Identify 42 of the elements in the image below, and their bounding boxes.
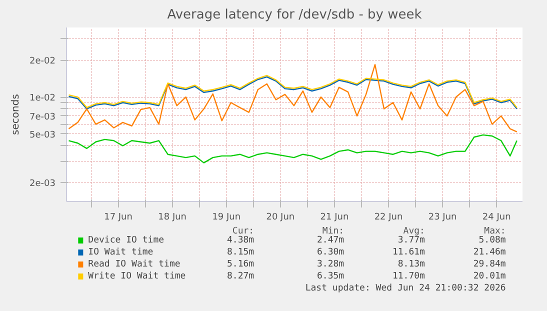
- chart-title: Average latency for /dev/sdb - by week: [167, 8, 422, 22]
- text: 29.84m: [473, 260, 506, 270]
- x-tick-label: 20 Jun: [266, 212, 295, 222]
- x-tick-label: 22 Jun: [374, 212, 403, 222]
- legend-label: IO Wait time: [88, 248, 154, 258]
- y-tick-label: 2e-02: [30, 56, 56, 67]
- text: 2.47m: [317, 236, 344, 246]
- line-series: [68, 64, 518, 132]
- text: Avg:: [403, 226, 425, 236]
- text: Max:: [484, 226, 506, 236]
- text: 8.27m: [226, 272, 254, 282]
- text: 6.30m: [317, 248, 344, 258]
- x-tick-label: 23 Jun: [428, 212, 457, 222]
- y-tick-label: 5e-03: [30, 130, 56, 140]
- text: 4.38m: [226, 236, 254, 246]
- x-tick-label: 19 Jun: [212, 212, 241, 222]
- y-axis-title: seconds: [10, 94, 22, 135]
- legend-label: Device IO time: [88, 236, 164, 246]
- text: 3.28m: [317, 260, 344, 270]
- text: 8.15m: [226, 248, 254, 258]
- x-tick-label: 24 Jun: [482, 212, 511, 222]
- text: 5.08m: [478, 236, 506, 246]
- text: 5.16m: [226, 260, 254, 270]
- legend-label: Read IO Wait time: [88, 260, 180, 270]
- text: 3.77m: [398, 236, 425, 246]
- legend-label: Write IO Wait time: [88, 272, 186, 282]
- x-tick-label: 17 Jun: [104, 212, 132, 222]
- text: Cur:: [232, 226, 254, 236]
- line-series: [68, 134, 518, 164]
- x-tick-label: 21 Jun: [320, 212, 349, 222]
- text: 11.61m: [392, 248, 425, 258]
- text: 21.46m: [473, 248, 506, 258]
- y-tick-label: 2e-03: [30, 179, 56, 190]
- text: 8.13m: [398, 260, 425, 270]
- x-tick-label: 18 Jun: [158, 212, 187, 222]
- text: 11.70m: [392, 272, 425, 282]
- y-tick-label: 1e-02: [30, 94, 56, 104]
- y-tick-label: 7e-03: [30, 112, 56, 122]
- text: 6.35m: [317, 272, 344, 282]
- text: Min:: [322, 226, 344, 236]
- text: Last update: Wed Jun 24 21:00:32 2026: [305, 284, 506, 294]
- text: 20.01m: [473, 272, 506, 282]
